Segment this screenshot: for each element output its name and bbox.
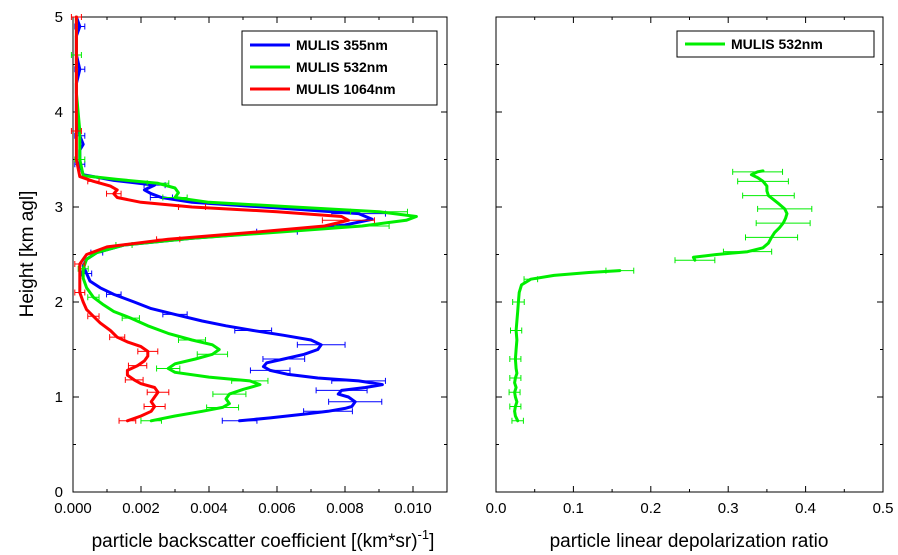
left-plot-panel: 0.000 0.002 0.004 0.006 0.008 0.010 0 1 2 3 4 5 MU… — [17, 9, 448, 552]
left-y-axis-title: Height [km agl] — [17, 191, 38, 318]
left-series-group — [70, 14, 418, 424]
right-x-tick-label: 0.4 — [795, 500, 816, 517]
left-x-tick-label: 0.006 — [258, 500, 296, 517]
left-x-axis-title: particle backscatter coefficient [(km*sr… — [92, 527, 435, 552]
right-x-axis: 0.0 0.1 0.2 0.3 0.4 0.5 — [486, 17, 894, 517]
legend-label-1064: MULIS 1064nm — [296, 81, 396, 97]
left-legend: MULIS 355nm MULIS 532nm MULIS 1064nm — [241, 30, 438, 106]
left-x-tick-label: 0.002 — [122, 500, 160, 517]
right-x-tick-label: 0.5 — [873, 500, 894, 517]
left-y-tick-label: 0 — [55, 484, 63, 501]
left-x-axis-title-main: particle backscatter coefficient [(km*sr… — [92, 531, 418, 552]
left-y-tick-label: 4 — [55, 104, 63, 121]
left-y-tick-label: 1 — [55, 389, 63, 406]
right-legend: MULIS 532nm — [676, 30, 875, 58]
right-x-tick-label: 0.0 — [486, 500, 507, 517]
left-series-line-1 — [74, 15, 418, 423]
legend-label-532: MULIS 532nm — [296, 59, 388, 75]
left-x-tick-label: 0.000 — [54, 500, 92, 517]
right-series-line-0 — [691, 169, 789, 262]
legend-label-depol-532: MULIS 532nm — [731, 36, 823, 52]
right-plot-frame — [495, 16, 884, 493]
left-x-tick-label: 0.004 — [190, 500, 228, 517]
left-x-tick-label: 0.008 — [326, 500, 364, 517]
right-y-axis — [496, 16, 883, 493]
left-x-axis-title-suffix: ] — [429, 531, 434, 552]
legend-label-355: MULIS 355nm — [296, 37, 388, 53]
left-y-tick-label: 2 — [55, 294, 63, 311]
right-x-tick-label: 0.1 — [563, 500, 584, 517]
left-x-axis-title-exponent: -1 — [418, 527, 430, 542]
left-x-tick-label: 0.010 — [394, 500, 432, 517]
right-x-axis-title: particle linear depolarization ratio — [550, 531, 829, 552]
right-plot-panel: 0.0 0.1 0.2 0.3 0.4 0.5 MULIS 532nm particle … — [486, 16, 894, 552]
left-x-axis: 0.000 0.002 0.004 0.006 0.008 0.010 — [54, 17, 432, 517]
left-y-tick-label: 5 — [55, 9, 63, 26]
right-x-tick-label: 0.2 — [640, 500, 661, 517]
left-y-axis: 0 1 2 3 4 5 — [55, 9, 447, 501]
right-series-group — [508, 168, 813, 424]
left-y-tick-label: 3 — [55, 199, 63, 216]
right-x-tick-label: 0.3 — [718, 500, 739, 517]
